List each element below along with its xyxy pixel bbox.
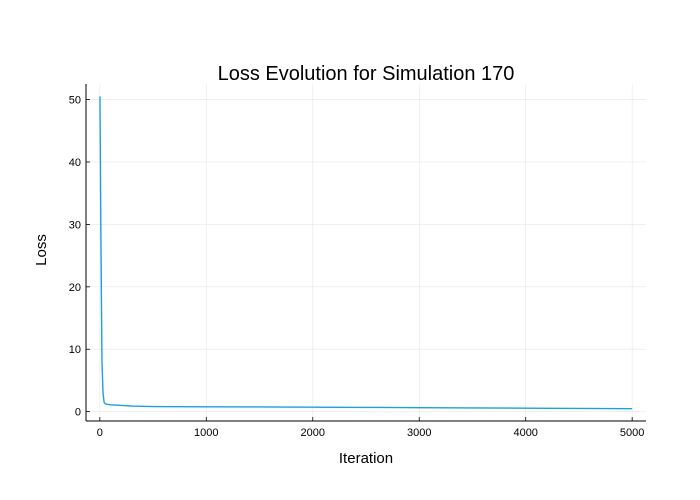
- chart-title: Loss Evolution for Simulation 170: [218, 63, 515, 85]
- y-tick-label-3: 30: [69, 219, 81, 231]
- y-axis-label: Loss: [33, 234, 50, 266]
- grid-lines: [86, 84, 646, 421]
- y-tick-label-5: 50: [69, 95, 81, 107]
- y-tick-label-4: 40: [69, 157, 81, 169]
- x-axis-label: Iteration: [339, 450, 393, 467]
- x-tick-label-4: 4000: [513, 427, 537, 439]
- x-tick-label-5: 5000: [620, 427, 644, 439]
- x-tick-label-3: 3000: [407, 427, 431, 439]
- x-tick-label-0: 0: [97, 427, 103, 439]
- x-tick-label-1: 1000: [194, 427, 218, 439]
- y-tick-label-2: 20: [69, 282, 81, 294]
- series: [99, 96, 633, 410]
- y-tick-label-1: 10: [69, 344, 81, 356]
- axes: [85, 84, 646, 422]
- series-line-0: [99, 96, 633, 410]
- y-tick-label-0: 0: [75, 407, 81, 419]
- x-tick-label-2: 2000: [301, 427, 325, 439]
- ticks: 0 1000 2000 3000 4000 5000 0 10 20 30 40 50: [69, 95, 645, 439]
